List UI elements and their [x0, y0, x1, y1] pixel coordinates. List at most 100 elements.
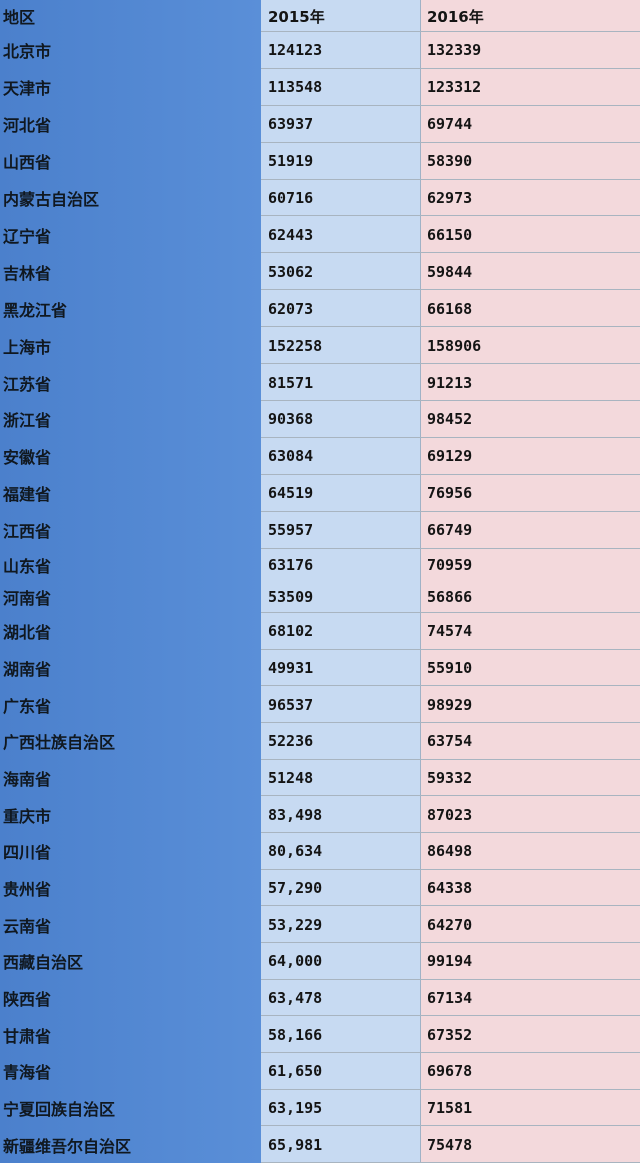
region-name: 宁夏回族自治区 — [3, 1100, 116, 1120]
value-2016: 71581 — [427, 1099, 473, 1118]
table-row: 海南省 51248 59332 — [0, 760, 640, 797]
value-2015: 51248 — [268, 769, 314, 787]
region-name: 北京市 — [3, 42, 52, 62]
table-row: 河北省 63937 69744 — [0, 106, 640, 143]
value-2015: 65,981 — [268, 1135, 323, 1154]
table-row: 四川省 80,634 86498 — [0, 833, 640, 870]
table-row: 黑龙江省 62073 66168 — [0, 290, 640, 328]
row-divider — [261, 868, 640, 870]
value-2016: 64338 — [427, 879, 473, 898]
value-2016: 76956 — [427, 484, 473, 503]
value-2015: 57,290 — [268, 879, 323, 898]
table-row: 青海省 61,650 69678 — [0, 1053, 640, 1090]
table-row: 内蒙古自治区 60716 62973 — [0, 180, 640, 217]
value-2015: 63,478 — [268, 989, 323, 1008]
value-2015: 113548 — [268, 78, 323, 97]
row-divider — [261, 978, 640, 980]
row-divider — [261, 795, 640, 797]
table-row: 河南省 53509 56866 — [0, 580, 640, 613]
region-name: 河南省 — [3, 588, 52, 608]
value-2016: 75478 — [427, 1135, 473, 1154]
row-divider — [261, 648, 640, 650]
table-row: 辽宁省 62443 66150 — [0, 217, 640, 254]
value-2016: 123312 — [427, 78, 482, 97]
table-row: 北京市 124123 132339 — [0, 32, 640, 69]
value-2015: 96537 — [268, 695, 314, 714]
value-2015: 83,498 — [268, 805, 323, 824]
region-name: 山东省 — [3, 557, 52, 576]
table-header: 地区 2015年 2016年 — [0, 0, 640, 32]
row-divider — [261, 178, 640, 180]
value-2015: 55957 — [268, 521, 314, 540]
region-name: 甘肃省 — [3, 1026, 52, 1046]
table-row: 西藏自治区 64,000 99194 — [0, 943, 640, 980]
value-2016: 69744 — [427, 115, 473, 134]
region-name: 湖北省 — [3, 623, 52, 643]
value-2015: 68102 — [268, 622, 314, 641]
table-row: 福建省 64519 76956 — [0, 475, 640, 512]
value-2016: 98929 — [427, 695, 473, 714]
value-2016: 59332 — [427, 769, 473, 787]
row-divider — [261, 141, 640, 143]
row-divider — [261, 252, 640, 254]
table-row: 湖南省 49931 55910 — [0, 650, 640, 687]
value-2016: 86498 — [427, 842, 473, 861]
region-name: 河北省 — [3, 116, 52, 136]
table-row: 广东省 96537 98929 — [0, 686, 640, 723]
region-name: 吉林省 — [3, 263, 52, 283]
header-2016: 2016年 — [427, 7, 484, 26]
table-row: 贵州省 57,290 64338 — [0, 870, 640, 907]
value-2016: 67134 — [427, 989, 473, 1008]
region-name: 黑龙江省 — [3, 300, 68, 320]
value-2015: 53062 — [268, 262, 314, 281]
table-row: 天津市 113548 123312 — [0, 69, 640, 106]
region-name: 青海省 — [3, 1063, 52, 1083]
table-row: 江西省 55957 66749 — [0, 512, 640, 549]
value-2016: 74574 — [427, 622, 473, 641]
table-row: 广西壮族自治区 52236 63754 — [0, 723, 640, 760]
value-2016: 56866 — [427, 587, 473, 606]
value-2015: 58,166 — [268, 1025, 323, 1044]
value-2016: 55910 — [427, 658, 473, 677]
row-divider — [261, 942, 640, 944]
table-row: 江苏省 81571 91213 — [0, 364, 640, 401]
value-2015: 63176 — [268, 556, 314, 574]
table-row: 云南省 53,229 64270 — [0, 906, 640, 944]
row-divider — [261, 31, 640, 32]
value-2015: 124123 — [268, 41, 323, 60]
header-region: 地区 — [3, 8, 36, 27]
region-name: 重庆市 — [3, 806, 52, 826]
table-row: 陕西省 63,478 67134 — [0, 980, 640, 1017]
table-row: 新疆维吾尔自治区 65,981 75478 — [0, 1126, 640, 1163]
value-2016: 66150 — [427, 225, 473, 244]
table-row: 吉林省 53062 59844 — [0, 253, 640, 291]
value-2015: 53509 — [268, 587, 314, 606]
year-2015-column — [261, 0, 421, 1163]
value-2015: 62073 — [268, 299, 314, 318]
value-2015: 90368 — [268, 410, 314, 429]
region-column — [0, 0, 261, 1163]
value-2015: 62443 — [268, 225, 314, 244]
value-2016: 70959 — [427, 556, 473, 574]
value-2016: 69129 — [427, 447, 473, 466]
table-row: 重庆市 83,498 87023 — [0, 796, 640, 833]
table-row: 浙江省 90368 98452 — [0, 401, 640, 438]
region-name: 山西省 — [3, 153, 52, 173]
region-name: 江西省 — [3, 522, 52, 542]
value-2016: 98452 — [427, 410, 473, 429]
region-name: 新疆维吾尔自治区 — [3, 1136, 132, 1156]
region-name: 天津市 — [3, 79, 52, 99]
value-2015: 52236 — [268, 732, 314, 751]
region-name: 湖南省 — [3, 659, 52, 679]
table-row: 上海市 152258 158906 — [0, 327, 640, 365]
value-2015: 64519 — [268, 484, 314, 503]
row-divider — [261, 104, 640, 106]
value-2016: 58390 — [427, 152, 473, 171]
value-2016: 66168 — [427, 299, 473, 318]
region-name: 陕西省 — [3, 990, 52, 1010]
table-row: 山西省 51919 58390 — [0, 143, 640, 180]
row-divider — [261, 547, 640, 549]
row-divider — [261, 1052, 640, 1054]
value-2015: 64,000 — [268, 952, 323, 971]
region-name: 四川省 — [3, 843, 52, 863]
